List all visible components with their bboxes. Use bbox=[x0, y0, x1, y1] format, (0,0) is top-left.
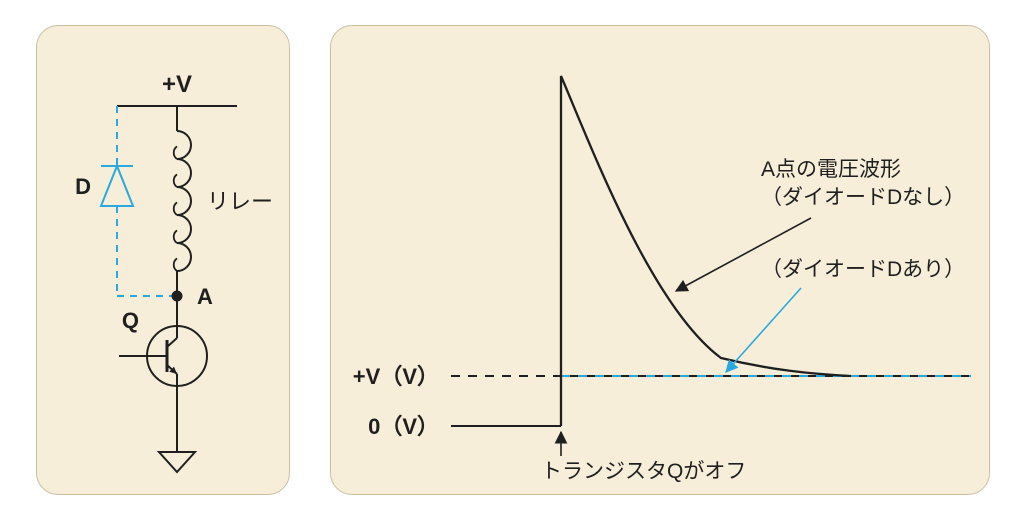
caption-with-diode-arrow-icon bbox=[726, 288, 801, 372]
diode-icon bbox=[101, 166, 133, 206]
caption-q-off: トランジスタQがオフ bbox=[541, 460, 746, 483]
caption-no-diode-1: A点の電圧波形 bbox=[761, 158, 901, 181]
caption-with-diode: （ダイオードDあり） bbox=[761, 258, 965, 281]
stage: +V リレー D A Q +V（V） 0（V） トランジスタQがオフ A点の電圧波形 （ダイオー… bbox=[0, 0, 1024, 518]
label-q: Q bbox=[122, 308, 139, 333]
circuit-panel: +V リレー D A Q bbox=[36, 25, 290, 495]
waveform-panel: +V（V） 0（V） トランジスタQがオフ A点の電圧波形 （ダイオードDなし） （ダイオ… bbox=[330, 25, 990, 495]
label-a: A bbox=[197, 284, 213, 309]
label-d: D bbox=[75, 174, 91, 199]
waveform-svg: +V（V） 0（V） トランジスタQがオフ A点の電圧波形 （ダイオードDなし） （ダイオ… bbox=[331, 26, 991, 496]
label-relay: リレー bbox=[207, 189, 273, 214]
coil-loop bbox=[174, 146, 177, 159]
label-plus-v-axis: +V（V） bbox=[353, 364, 439, 389]
caption-no-diode-2: （ダイオードDなし） bbox=[761, 186, 965, 209]
relay-coil-icon bbox=[177, 131, 191, 271]
waveform-no-diode bbox=[561, 76, 851, 426]
circuit-svg: +V リレー D A Q bbox=[37, 26, 291, 496]
label-zero-axis: 0（V） bbox=[368, 414, 439, 439]
coil-loop bbox=[174, 202, 177, 215]
ground-icon bbox=[159, 452, 195, 472]
label-plus-v: +V bbox=[162, 71, 192, 98]
coil-loop bbox=[174, 230, 177, 243]
coil-loop bbox=[174, 258, 177, 271]
coil-loop bbox=[174, 174, 177, 187]
